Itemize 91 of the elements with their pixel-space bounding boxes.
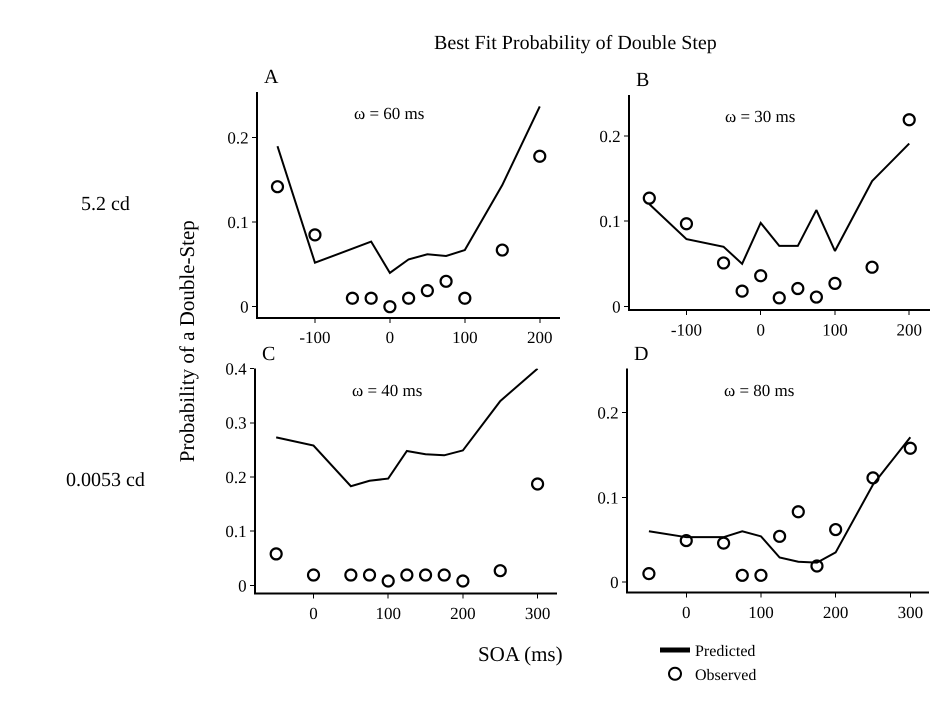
y-tick-label: 0.1 <box>597 488 619 508</box>
y-tick-label: 0 <box>240 298 249 317</box>
point <box>810 559 824 573</box>
y-tick-label: 0.2 <box>227 128 249 148</box>
point <box>680 534 693 548</box>
x-tick-label: 300 <box>524 604 550 623</box>
line-series <box>276 105 541 274</box>
point <box>383 300 396 314</box>
text: C <box>262 343 276 365</box>
point <box>420 284 434 298</box>
point <box>402 292 416 305</box>
x-tick-label: 0 <box>756 320 765 340</box>
point <box>642 567 656 580</box>
point <box>308 228 322 242</box>
point <box>400 568 414 582</box>
point <box>438 568 451 582</box>
y-tick-label: 0.1 <box>599 212 621 232</box>
point <box>530 477 544 491</box>
point <box>716 256 730 270</box>
point <box>270 547 283 560</box>
text: B <box>636 69 650 91</box>
point <box>418 568 432 582</box>
point <box>810 290 823 304</box>
point <box>904 442 917 455</box>
x-tick-label: 200 <box>896 320 922 340</box>
y-tick-label: 0 <box>610 573 619 592</box>
y-tick-label: 0 <box>238 576 247 596</box>
point <box>828 276 842 290</box>
y-tick-label: 0.1 <box>227 213 249 232</box>
point <box>717 536 730 550</box>
point <box>439 274 453 288</box>
point <box>736 284 749 298</box>
point <box>496 243 509 257</box>
x-axis-title: SOA (ms) <box>478 642 563 666</box>
x-tick-label: -100 <box>670 320 702 340</box>
annotation: ω = 30 ms <box>725 107 796 126</box>
text: D <box>634 343 648 365</box>
point <box>865 260 879 274</box>
point <box>680 217 694 230</box>
point <box>458 292 472 305</box>
y-axis-title: Probability of a Double-Step <box>174 220 199 462</box>
point <box>829 522 842 536</box>
y-tick-label: 0.2 <box>225 468 247 487</box>
line-series <box>275 368 539 488</box>
x-tick-label: 200 <box>822 602 848 622</box>
text: A <box>264 66 279 88</box>
point <box>792 505 805 518</box>
chart-title: Best Fit Probability of Double Step <box>434 32 717 54</box>
y-tick-label: 0 <box>612 297 621 316</box>
y-tick-label: 0.3 <box>225 414 247 433</box>
annotation: ω = 60 ms <box>354 104 424 123</box>
x-tick-label: 0 <box>309 604 318 623</box>
x-tick-label: 100 <box>748 602 774 622</box>
y-tick-label: 0.1 <box>225 522 247 542</box>
point <box>754 568 768 582</box>
text: 0.0053 cd <box>66 469 145 491</box>
point <box>772 291 786 305</box>
x-tick-label: 0 <box>682 602 691 622</box>
x-tick-label: 300 <box>898 602 924 622</box>
point <box>364 292 378 305</box>
point <box>456 574 470 588</box>
point <box>306 568 320 582</box>
annotation: ω = 40 ms <box>352 381 422 400</box>
point <box>344 568 358 582</box>
point <box>362 568 376 582</box>
point <box>642 192 656 205</box>
x-tick-label: 100 <box>822 320 848 340</box>
point <box>270 180 284 194</box>
point <box>736 568 749 582</box>
x-tick-label: -100 <box>299 328 331 348</box>
annotation: ω = 80 ms <box>724 381 794 400</box>
point <box>533 150 546 163</box>
point <box>791 282 804 296</box>
legend-label: Observed <box>695 667 756 684</box>
point <box>346 292 360 305</box>
y-tick-label: 0.2 <box>597 404 619 423</box>
x-tick-label: 200 <box>450 604 476 623</box>
point <box>382 574 395 588</box>
point <box>902 113 916 126</box>
y-tick-label: 0.2 <box>599 126 621 146</box>
text: 5.2 cd <box>81 193 130 215</box>
legend-label: Predicted <box>695 643 756 660</box>
x-tick-label: 200 <box>527 328 553 348</box>
x-tick-label: 100 <box>452 328 478 348</box>
point <box>754 269 768 282</box>
point <box>866 471 880 484</box>
x-tick-label: 100 <box>375 604 401 623</box>
x-tick-label: 0 <box>386 328 394 348</box>
point <box>494 564 507 578</box>
point <box>773 530 786 543</box>
y-tick-label: 0.4 <box>225 360 248 379</box>
